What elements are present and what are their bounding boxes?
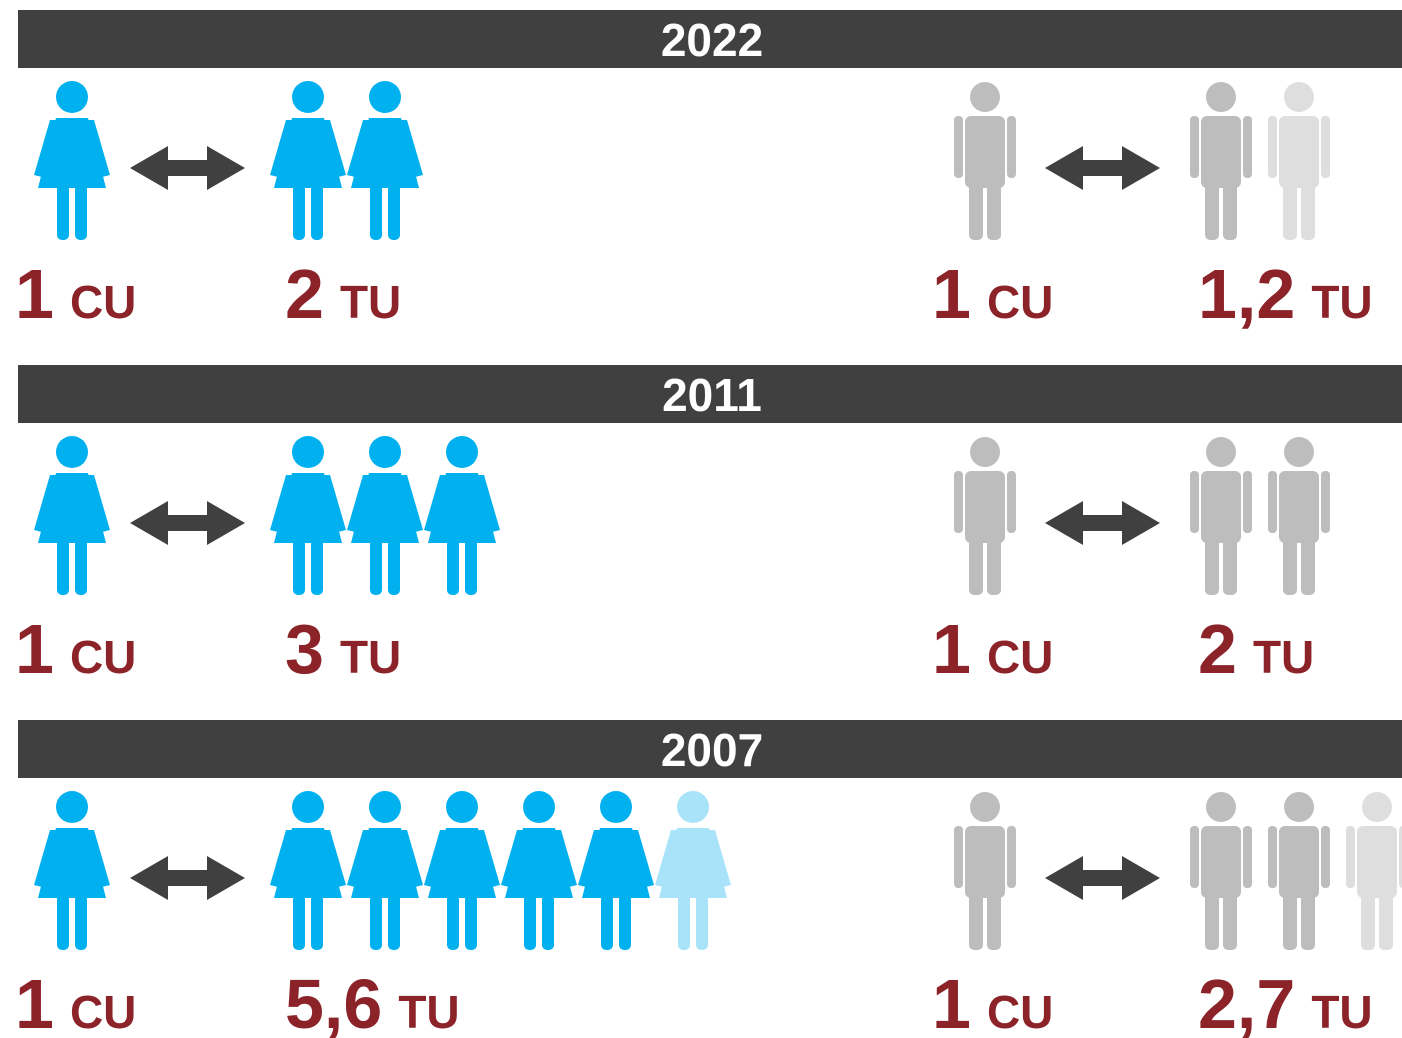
icon <box>34 81 110 240</box>
icon <box>1190 792 1252 950</box>
unit: CU <box>70 986 136 1038</box>
number: 1 <box>15 965 54 1038</box>
number: 1,2 <box>1198 255 1295 333</box>
icon <box>347 791 423 950</box>
icon-remainder <box>1346 792 1402 950</box>
number: 2,7 <box>1198 965 1295 1038</box>
arrow <box>130 501 245 545</box>
icon <box>424 436 500 595</box>
unit: CU <box>987 986 1053 1038</box>
icon <box>954 82 1016 240</box>
icon <box>578 791 654 950</box>
icon <box>347 81 423 240</box>
icon <box>424 791 500 950</box>
number: 3 <box>285 610 324 688</box>
icon <box>501 791 577 950</box>
number: 1 <box>15 255 54 333</box>
year: 2022 <box>661 14 763 66</box>
icon-remainder <box>1268 82 1330 240</box>
unit: CU <box>70 276 136 328</box>
unit: TU <box>1253 631 1314 683</box>
icon <box>347 436 423 595</box>
number: 1 <box>932 610 971 688</box>
number: 2 <box>285 255 324 333</box>
unit: TU <box>398 986 459 1038</box>
icon <box>1190 82 1252 240</box>
unit: TU <box>340 631 401 683</box>
unit: CU <box>987 276 1053 328</box>
unit: TU <box>1311 276 1372 328</box>
number: 2 <box>1198 610 1237 688</box>
year: 2011 <box>662 369 762 421</box>
arrow <box>1045 146 1160 190</box>
unit: TU <box>1311 986 1372 1038</box>
icon <box>1268 437 1330 595</box>
icon <box>270 791 346 950</box>
number: 5,6 <box>285 965 382 1038</box>
icon <box>1190 437 1252 595</box>
icon <box>270 81 346 240</box>
icon-remainder <box>655 791 731 950</box>
icon <box>954 792 1016 950</box>
icon <box>954 437 1016 595</box>
arrow <box>1045 856 1160 900</box>
year-bar <box>18 720 1402 778</box>
number: 1 <box>932 965 971 1038</box>
arrow <box>130 856 245 900</box>
number: 1 <box>15 610 54 688</box>
icon <box>34 791 110 950</box>
year: 2007 <box>661 724 763 776</box>
icon <box>1268 792 1330 950</box>
unit: CU <box>70 631 136 683</box>
number: 1 <box>932 255 971 333</box>
icon <box>34 436 110 595</box>
year-bar <box>18 365 1402 423</box>
arrow <box>130 146 245 190</box>
unit: CU <box>987 631 1053 683</box>
arrow <box>1045 501 1160 545</box>
icon <box>270 436 346 595</box>
unit: TU <box>340 276 401 328</box>
year-bar <box>18 10 1402 68</box>
